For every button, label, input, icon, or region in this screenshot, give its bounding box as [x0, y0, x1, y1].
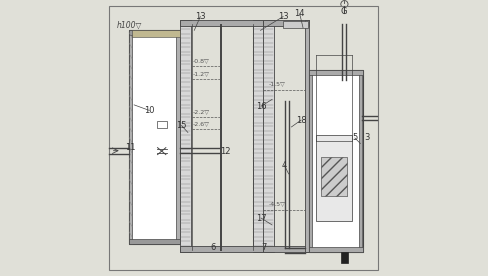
Bar: [309, 70, 311, 252]
Bar: [263, 20, 308, 26]
Text: 6: 6: [210, 243, 215, 251]
Text: -2.6▽: -2.6▽: [192, 121, 209, 126]
Text: h100▽: h100▽: [117, 20, 142, 29]
Bar: [309, 247, 363, 252]
Text: 17: 17: [255, 214, 266, 222]
Text: -2.2▽: -2.2▽: [192, 109, 209, 114]
Bar: [157, 121, 166, 128]
Text: 16: 16: [255, 102, 266, 111]
Bar: [180, 20, 263, 26]
Text: -1.2▽: -1.2▽: [192, 71, 209, 76]
Bar: [128, 30, 132, 244]
Bar: [340, 252, 347, 263]
Bar: [176, 30, 180, 244]
Text: G: G: [339, 7, 346, 15]
Text: 15: 15: [176, 121, 186, 130]
Bar: [263, 246, 308, 252]
Bar: [132, 30, 180, 37]
Bar: [283, 21, 307, 28]
Bar: [305, 20, 308, 252]
Bar: [128, 30, 179, 35]
Text: 3: 3: [364, 134, 369, 142]
Text: -1.5▽: -1.5▽: [268, 81, 285, 86]
Text: 5: 5: [351, 134, 357, 142]
Bar: [180, 246, 263, 252]
Text: 18: 18: [295, 116, 306, 124]
Bar: [128, 239, 179, 244]
Text: 10: 10: [144, 106, 154, 115]
Text: -0.8▽: -0.8▽: [192, 58, 209, 63]
Text: -4.5▽: -4.5▽: [268, 201, 285, 206]
Text: 12: 12: [220, 147, 230, 156]
Text: 14: 14: [294, 9, 305, 18]
Bar: [321, 157, 347, 196]
Bar: [180, 20, 191, 252]
Text: 13: 13: [277, 12, 288, 21]
Bar: [358, 70, 361, 252]
Bar: [128, 30, 179, 244]
Bar: [263, 20, 273, 252]
Text: 13: 13: [195, 12, 205, 21]
Bar: [316, 135, 351, 221]
Bar: [309, 70, 363, 75]
Bar: [252, 20, 263, 252]
Text: 7: 7: [261, 243, 266, 251]
Text: 11: 11: [124, 143, 135, 152]
Bar: [309, 70, 363, 252]
Text: 4: 4: [281, 161, 286, 170]
